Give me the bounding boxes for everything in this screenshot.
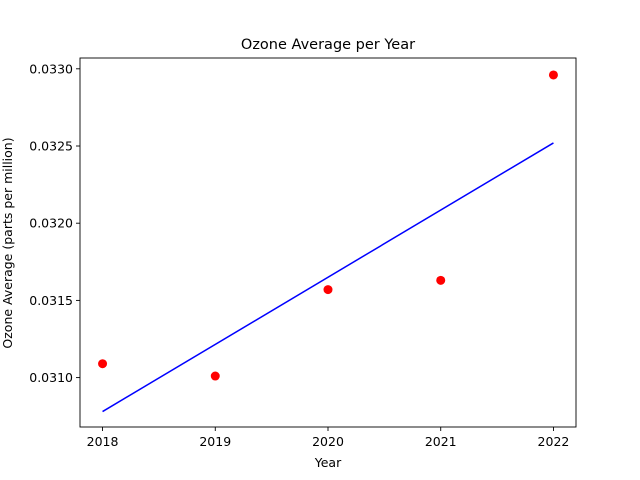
plot-frame [79, 57, 577, 428]
data-point [436, 275, 446, 285]
x-axis-label: Year [314, 455, 342, 470]
x-tick-label: 2020 [312, 434, 344, 449]
plot-area: 2018 2019 2020 2021 2022 0.0310 0.0315 0.0320 0.… [29, 57, 577, 449]
chart-title: Ozone Average per Year [241, 37, 415, 53]
x-tick-label: 2022 [538, 434, 570, 449]
y-axis-label: Ozone Average (parts per million) [0, 137, 15, 348]
y-tick-label: 0.0315 [29, 293, 73, 308]
data-point [548, 70, 558, 80]
y-tick-label: 0.0310 [29, 370, 73, 385]
y-tick-label: 0.0320 [29, 216, 73, 231]
y-tick-label: 0.0325 [29, 139, 73, 154]
x-tick-label: 2019 [199, 434, 231, 449]
y-tick-label: 0.0330 [29, 61, 73, 76]
data-point [98, 359, 108, 369]
data-point [323, 285, 333, 295]
data-point [210, 371, 220, 381]
x-tick-label: 2018 [87, 434, 119, 449]
trend-line [102, 142, 554, 413]
x-tick-label: 2021 [425, 434, 457, 449]
